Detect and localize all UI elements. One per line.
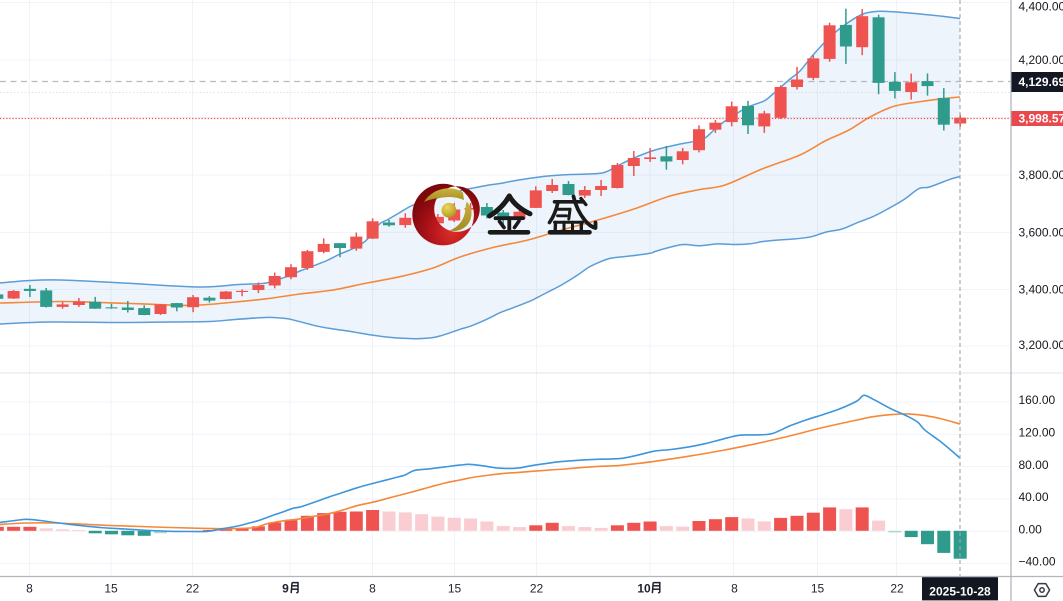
svg-text:4,129.69: 4,129.69 — [1019, 75, 1063, 89]
svg-text:3,600.00: 3,600.00 — [1019, 226, 1063, 240]
svg-text:80.00: 80.00 — [1019, 458, 1049, 472]
svg-text:15: 15 — [104, 582, 118, 596]
svg-text:3,200.00: 3,200.00 — [1019, 338, 1063, 352]
svg-text:0.00: 0.00 — [1019, 522, 1043, 536]
svg-text:4,200.00: 4,200.00 — [1019, 53, 1063, 67]
svg-text:22: 22 — [186, 582, 200, 596]
svg-text:120.00: 120.00 — [1019, 426, 1056, 440]
svg-text:4,400.00: 4,400.00 — [1019, 0, 1063, 14]
svg-text:−40.00: −40.00 — [1019, 555, 1056, 569]
svg-text:40.00: 40.00 — [1019, 490, 1049, 504]
svg-text:3,800.00: 3,800.00 — [1019, 168, 1063, 182]
svg-text:10: 10 — [637, 582, 651, 596]
svg-text:8: 8 — [26, 582, 33, 596]
svg-text:15: 15 — [448, 582, 462, 596]
svg-text:8: 8 — [369, 582, 376, 596]
svg-text:3,998.57: 3,998.57 — [1019, 112, 1063, 126]
svg-text:160.00: 160.00 — [1019, 393, 1056, 407]
svg-text:15: 15 — [811, 582, 825, 596]
svg-text:3,400.00: 3,400.00 — [1019, 283, 1063, 297]
svg-text:2025-10-28: 2025-10-28 — [929, 584, 991, 598]
svg-text:22: 22 — [530, 582, 544, 596]
svg-text:8: 8 — [731, 582, 738, 596]
svg-text:9: 9 — [282, 582, 289, 596]
svg-text:22: 22 — [890, 582, 904, 596]
